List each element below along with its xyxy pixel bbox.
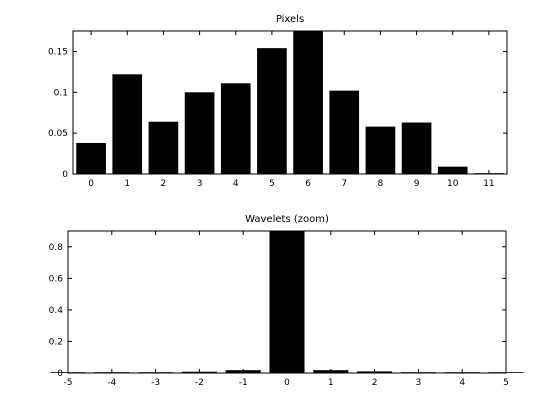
wavelets-chart: Wavelets (zoom) -5 -4 -3 -2 -1 0 1 2 3 4 5 0 0.2 0.4 0.… bbox=[49, 214, 524, 388]
bar-8 bbox=[365, 126, 396, 174]
x-tick-label: 2 bbox=[372, 378, 378, 388]
x-tick-label: 6 bbox=[305, 179, 311, 189]
x-tick-label: 1 bbox=[328, 378, 334, 388]
x-tick-label: 1 bbox=[124, 179, 130, 189]
x-tick-label: -4 bbox=[107, 378, 116, 388]
chart-title: Wavelets (zoom) bbox=[245, 214, 329, 225]
y-tick-label: 0.2 bbox=[49, 337, 63, 347]
pixels-chart: Pixels 0 1 2 3 4 5 6 7 8 9 10 11 0 0.05 0.1 0.15 bbox=[48, 14, 508, 189]
bar-3 bbox=[184, 92, 215, 174]
y-tick-label: 0.6 bbox=[49, 274, 64, 284]
x-tick-label: 9 bbox=[414, 179, 420, 189]
x-tick-label: 11 bbox=[483, 179, 494, 189]
axes-frame bbox=[72, 30, 508, 175]
x-tick-label: 4 bbox=[459, 378, 465, 388]
y-tick-label: 0.1 bbox=[54, 88, 68, 98]
bar-0 bbox=[76, 142, 106, 174]
chart-title: Pixels bbox=[276, 14, 304, 25]
y-tick-label: 0.4 bbox=[49, 306, 64, 316]
y-tick-label: 0 bbox=[57, 369, 63, 379]
x-tick-label: 5 bbox=[269, 179, 275, 189]
bar-2 bbox=[148, 121, 179, 174]
y-tick-label: 0.8 bbox=[49, 243, 64, 253]
x-tick-label: 2 bbox=[161, 179, 167, 189]
x-tick-label: 10 bbox=[447, 179, 459, 189]
bar-1 bbox=[112, 74, 143, 174]
x-tick-label: 0 bbox=[284, 378, 290, 388]
bar-0 bbox=[269, 231, 305, 373]
x-tick-label: -1 bbox=[239, 378, 248, 388]
x-tick-label: 3 bbox=[197, 179, 203, 189]
x-tick-label: 7 bbox=[341, 179, 347, 189]
x-tick-label: 0 bbox=[88, 179, 94, 189]
x-tick-label: 4 bbox=[233, 179, 239, 189]
x-tick-label: 8 bbox=[378, 179, 384, 189]
bar-9 bbox=[401, 122, 432, 174]
bar-5 bbox=[257, 48, 287, 174]
y-tick-label: 0.05 bbox=[48, 129, 68, 139]
y-tick-label: 0.15 bbox=[48, 47, 68, 57]
x-tick-label: 5 bbox=[503, 378, 509, 388]
x-tick-label: 3 bbox=[416, 378, 422, 388]
x-tick-label: -3 bbox=[151, 378, 160, 388]
x-tick-label: -2 bbox=[195, 378, 204, 388]
bar-7 bbox=[329, 90, 360, 174]
x-tick-label: -5 bbox=[64, 378, 73, 388]
bar-6 bbox=[293, 31, 323, 174]
bar-4 bbox=[220, 83, 251, 174]
y-tick-label: 0 bbox=[62, 170, 68, 180]
